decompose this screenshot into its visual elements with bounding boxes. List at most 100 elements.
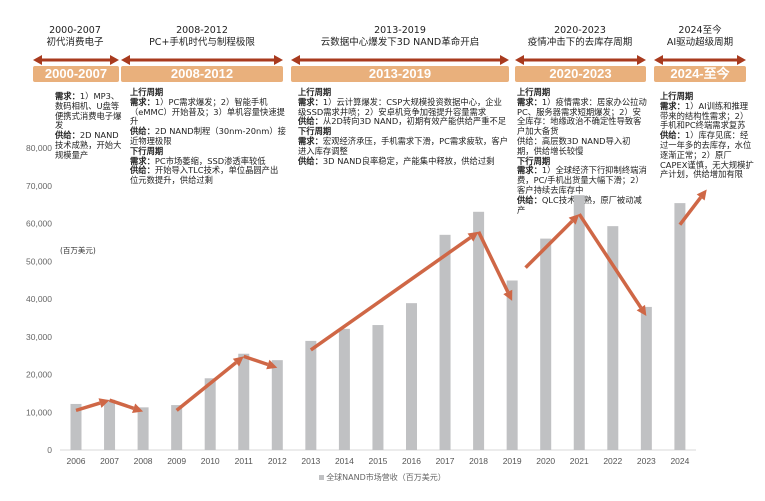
description-line: 需求：1）MP3、数码相机、U盘等便携式消费电子爆发	[55, 91, 123, 131]
trend-arrow-line	[309, 236, 472, 352]
x-tick-label: 2020	[536, 456, 555, 466]
era-years: 2013-2019	[374, 25, 426, 36]
bar-2006	[70, 403, 82, 450]
cycle-heading: 上行周期	[298, 87, 332, 97]
description-text: 开始导入TLC技术，单位晶圆产出位元数提升，供给过剩	[130, 165, 279, 186]
description-text: PC市场萎缩，SSD渗透率较低	[154, 155, 266, 166]
description-label: 需求：	[55, 91, 80, 101]
bar-2012	[271, 360, 283, 450]
description-text: 1）库存见底：经过一年多的去库存，水位逐渐正常；2）原厂CAPEX谨慎，无大规模…	[660, 130, 754, 180]
double-arrow-icon	[291, 55, 509, 65]
bar-2016	[406, 303, 417, 450]
trend-arrow-line	[678, 196, 703, 226]
era-title: 2013-2019 云数据中心爆发下3D NAND革命开启	[320, 25, 480, 49]
trend-arrow-head-icon	[232, 356, 244, 367]
description-text: 2D NAND技术成熟，开始大规模量产	[55, 130, 122, 160]
x-tick-label: 2016	[402, 456, 421, 466]
trend-arrow-head-icon	[467, 231, 479, 242]
description-line: 需求：1）疫情需求：居家办公拉动PC、服务器需求短期爆发；2）安全库存：地缘政治…	[517, 96, 647, 137]
description-line: 需求：1）AI训练和推理带来的结构性需求；2）手机和PC终端需求复苏	[660, 100, 756, 131]
x-tick-label: 2023	[637, 456, 656, 466]
bar-2023	[640, 306, 652, 450]
bar-2010	[204, 378, 216, 450]
description-line: 供给：2D NAND技术成熟，开始大规模量产	[55, 130, 123, 160]
trend-arrow-head-icon	[132, 403, 144, 414]
description-label: 需求：	[130, 96, 155, 107]
era-badge: 2020-2023	[515, 66, 646, 82]
bar-2017	[439, 234, 451, 450]
x-tick-label: 2007	[100, 456, 119, 466]
description-label: 供给：	[298, 155, 323, 166]
description-text: 宏观经济承压，手机需求下滑，PC需求疲软，客户进入库存调整	[298, 135, 508, 156]
x-tick-label: 2018	[469, 456, 488, 466]
trend-arrow-head-icon	[266, 359, 278, 370]
era-description: 上行周期 需求：1）疫情需求：居家办公拉动PC、服务器需求短期爆发；2）安全库存：…	[517, 87, 647, 215]
trend-arrow-line	[524, 219, 574, 269]
description-line: 供给：1）库存见底：经过一年多的去库存，水位逐渐正常；2）原厂CAPEX谨慎，无…	[660, 130, 756, 180]
description-line: 供给：从2D转向3D NAND，初期有效产能供给严重不足	[298, 116, 510, 127]
description-label: 供给：	[298, 116, 323, 127]
x-tick-label: 2021	[570, 456, 589, 466]
description-text: 3D NAND良率稳定，产能集中释放，供给过剩	[322, 155, 495, 166]
description-label: 需求：	[130, 155, 155, 166]
trend-arrow-line	[477, 231, 510, 293]
y-tick-label: 0	[47, 445, 52, 455]
x-tick-label: 2017	[436, 456, 455, 466]
legend: 全球NAND市场营收（百万美元）	[0, 472, 765, 483]
description-label: 供给：	[517, 194, 542, 205]
description-text: 1）疫情需求：居家办公拉动PC、服务器需求短期爆发；2）安全库存：地缘政治不确定…	[517, 96, 647, 137]
description-text: QLC技术成熟，原厂被动减产	[517, 194, 642, 215]
description-label: 供给：	[55, 130, 80, 141]
description-label: 需求：	[517, 165, 542, 176]
y-tick-label: 10,000	[26, 407, 52, 417]
bar-2020	[540, 238, 552, 450]
bar-2007	[104, 399, 116, 450]
description-text: 1）AI训练和推理带来的结构性需求；2）手机和PC终端需求复苏	[660, 100, 749, 131]
unit-label: (百万美元)	[60, 246, 96, 255]
x-tick-label: 2006	[67, 456, 86, 466]
description-text: 2D NAND制程（30nm-20nm）接近物理极限	[130, 126, 286, 146]
cycle-heading: 下行周期	[130, 145, 164, 156]
era-subtitle: 疫情冲击下的去库存周期	[527, 37, 633, 48]
description-label: 需求：	[298, 135, 323, 146]
y-tick-label: 40,000	[26, 294, 52, 304]
description-text: 从2D转向3D NAND，初期有效产能供给严重不足	[322, 116, 507, 127]
y-tick-label: 60,000	[26, 219, 52, 229]
bar-2015	[372, 325, 384, 450]
era-subtitle: 初代消费电子	[46, 37, 104, 48]
era-badge: 2024-至今	[654, 66, 746, 82]
double-arrow-icon	[654, 55, 746, 65]
description-label: 需求：	[298, 96, 323, 107]
description-line: 需求：宏观经济承压，手机需求下滑，PC需求疲软，客户进入库存调整	[298, 135, 510, 157]
bar-2014	[338, 328, 350, 450]
double-arrow-icon	[121, 55, 283, 65]
description-line: 需求：PC市场萎缩，SSD渗透率较低	[130, 155, 286, 167]
x-tick-label: 2015	[368, 456, 387, 466]
bar-2011	[238, 353, 250, 450]
y-tick-label: 50,000	[26, 256, 52, 266]
cycle-heading: 下行周期	[298, 126, 332, 137]
description-text: 供给：高层数3D NAND导入初期，供给增长较慢	[517, 135, 631, 156]
description-text: 1）云计算爆发：CSP大规模投资数据中心，企业级SSD需求井喷；2）安卓机竞争加…	[298, 96, 502, 117]
era-title: 2024至今 AI驱动超级周期	[620, 25, 765, 49]
trend-arrow-head-icon	[568, 214, 580, 225]
bar-2008	[137, 407, 149, 450]
description-line: 需求：1）全球经济下行抑制终端消费，PC/手机出货量大幅下滑；2）客户持续去库存…	[517, 165, 647, 195]
x-tick-label: 2024	[670, 456, 689, 466]
x-tick-label: 2014	[335, 456, 354, 466]
description-line: 供给：3D NAND良率稳定，产能集中释放，供给过剩	[298, 155, 510, 167]
y-tick-label: 20,000	[26, 370, 52, 380]
bar-2021	[573, 195, 585, 450]
cycle-heading: 上行周期	[130, 87, 164, 97]
era-years: 2008-2012	[176, 25, 228, 36]
bar-2019	[506, 280, 518, 450]
x-tick-label: 2013	[301, 456, 320, 466]
x-tick-label: 2012	[268, 456, 287, 466]
y-tick-label: 70,000	[26, 181, 52, 191]
era-subtitle: PC+手机时代与制程极限	[149, 37, 255, 48]
x-tick-label: 2009	[167, 456, 186, 466]
era-subtitle: 云数据中心爆发下3D NAND革命开启	[320, 37, 480, 48]
legend-swatch	[319, 475, 325, 480]
